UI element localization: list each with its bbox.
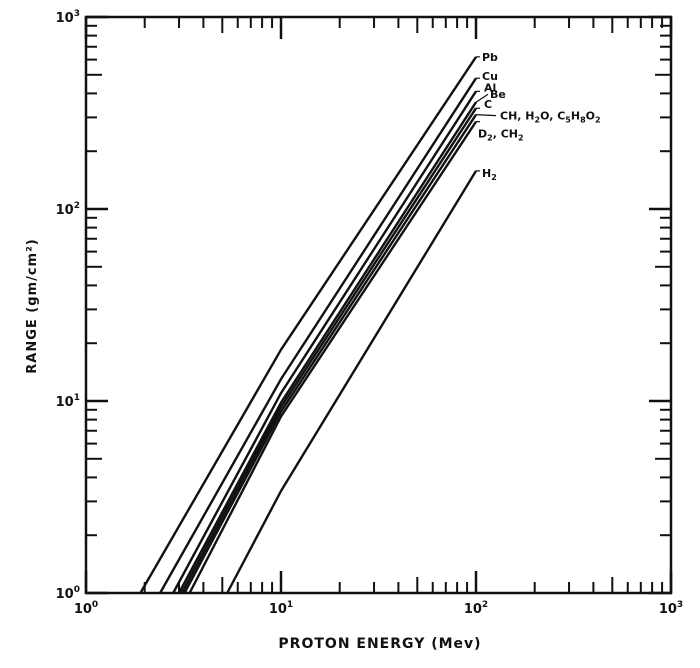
x-tick-label: 102 [464, 600, 488, 617]
series-label: Cu [482, 70, 498, 83]
major-tick-marks [84, 15, 673, 595]
series-label: Pb [482, 51, 498, 64]
series-line [183, 114, 478, 594]
series-line [172, 90, 478, 594]
series-label: H2 [482, 167, 497, 182]
series-label-leader [475, 93, 489, 103]
y-tick-label: 102 [56, 201, 80, 218]
x-tick-labels: 100 101 102 103 [74, 600, 683, 617]
y-tick-label: 103 [56, 9, 80, 26]
y-tick-label: 101 [56, 393, 80, 410]
x-axis-label: PROTON ENERGY (Mev) [278, 636, 481, 652]
series-line [180, 107, 478, 594]
series-label: C [484, 98, 492, 111]
series-line [226, 170, 478, 594]
y-axis-label: RANGE (gm/cm²) [25, 238, 40, 373]
y-tick-label: 100 [56, 585, 80, 602]
x-tick-label: 101 [269, 600, 293, 617]
series-line [177, 101, 478, 594]
series-line [188, 121, 478, 594]
series-line [139, 56, 477, 594]
series-label: Al [484, 81, 496, 94]
x-tick-label: 100 [74, 600, 98, 617]
series-lines [139, 56, 478, 594]
series-label-leader [475, 114, 497, 117]
x-tick-label: 103 [659, 600, 683, 617]
series-label: D2, CH2 [478, 128, 524, 143]
series-label: CH, H2O, C5H8O2 [500, 110, 601, 125]
series-line [159, 77, 478, 594]
minor-tick-marks [86, 17, 671, 593]
series-label: Be [490, 88, 506, 101]
y-tick-labels: 100 101 102 103 [56, 9, 80, 602]
plot-frame [84, 15, 673, 595]
